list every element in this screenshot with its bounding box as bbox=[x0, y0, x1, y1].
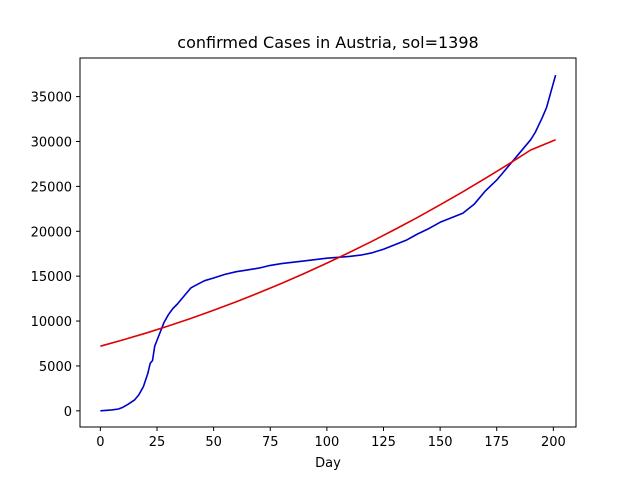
y-tick-label: 25000 bbox=[31, 180, 72, 195]
series-line-1 bbox=[100, 74, 557, 412]
x-axis-label: Day bbox=[315, 456, 341, 471]
y-tick-label: 0 bbox=[64, 405, 72, 420]
x-tick-label: 50 bbox=[205, 435, 222, 450]
y-tick-label: 30000 bbox=[31, 135, 72, 150]
x-axis: 0 25 50 75 100 125 150 175 200 bbox=[96, 427, 566, 450]
series-line-2 bbox=[100, 138, 556, 347]
x-tick-label: 150 bbox=[428, 435, 453, 450]
chart-title: confirmed Cases in Austria, sol=1398 bbox=[177, 33, 478, 52]
series-layer bbox=[100, 74, 557, 412]
x-tick-label: 75 bbox=[262, 435, 279, 450]
x-tick-label: 125 bbox=[371, 435, 396, 450]
x-tick-label: 0 bbox=[96, 435, 104, 450]
x-tick-label: 25 bbox=[149, 435, 166, 450]
x-tick-label: 175 bbox=[484, 435, 509, 450]
y-tick-label: 5000 bbox=[39, 360, 72, 375]
y-tick-label: 10000 bbox=[31, 315, 72, 330]
plot-area bbox=[79, 57, 577, 428]
y-axis: 0 5000 10000 15000 20000 25000 30000 35000 bbox=[31, 91, 80, 420]
y-tick-label: 20000 bbox=[31, 225, 72, 240]
y-tick-label: 15000 bbox=[31, 270, 72, 285]
x-tick-label: 200 bbox=[541, 435, 566, 450]
plot-frame bbox=[79, 57, 577, 428]
x-tick-label: 100 bbox=[314, 435, 339, 450]
y-tick-label: 35000 bbox=[31, 91, 72, 106]
